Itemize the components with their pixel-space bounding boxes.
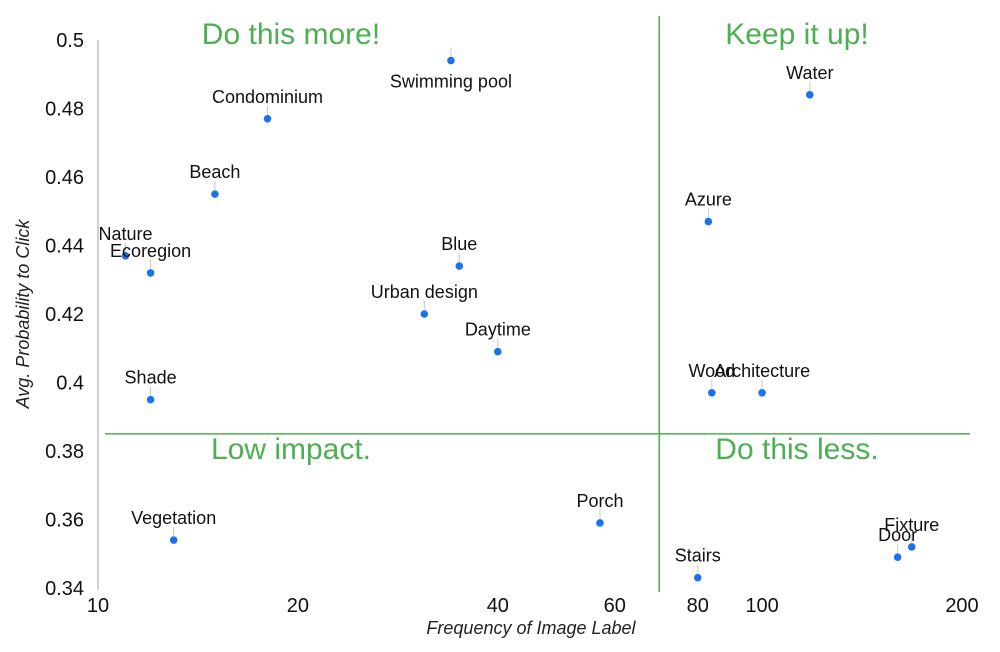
point-urban-design	[420, 310, 429, 318]
point-water	[806, 91, 814, 99]
point-swimming-pool	[447, 56, 455, 65]
point-stairs	[693, 573, 702, 582]
point-label-nature: Nature	[98, 224, 152, 244]
x-tick-label: 80	[687, 595, 709, 617]
point-condominium	[263, 114, 272, 123]
point-label-swimming-pool: Swimming pool	[390, 72, 512, 92]
y-tick-label: 0.36	[45, 510, 84, 532]
point-wood	[708, 388, 716, 397]
y-tick-label: 0.5	[56, 30, 84, 52]
quadrant-top-left-label: Do this more!	[202, 18, 380, 51]
point-label-fixture: Fixture	[884, 515, 939, 535]
point-label-ecoregion: Ecoregion	[110, 241, 191, 261]
point-label-urban-design: Urban design	[371, 282, 478, 302]
point-label-condominium: Condominium	[212, 87, 323, 107]
y-tick-label: 0.4	[56, 373, 84, 395]
y-tick-label: 0.34	[45, 578, 84, 600]
x-tick-label: 10	[87, 595, 109, 617]
point-label-stairs: Stairs	[675, 546, 721, 566]
point-label-porch: Porch	[576, 491, 623, 511]
point-azure	[704, 217, 713, 226]
x-tick-label: 200	[945, 595, 978, 617]
point-label-water: Water	[786, 63, 833, 83]
point-label-door: Door	[878, 525, 917, 545]
x-tick-label: 20	[287, 595, 309, 617]
point-porch	[596, 519, 604, 527]
x-axis-title: Frequency of Image Label	[426, 618, 636, 638]
point-label-architecture: Architecture	[714, 361, 810, 381]
y-tick-label: 0.42	[45, 304, 84, 326]
y-tick-label: 0.44	[45, 236, 84, 258]
point-blue	[455, 262, 464, 270]
point-door	[893, 553, 902, 561]
quadrant-bottom-left-label: Low impact.	[211, 433, 371, 466]
point-daytime	[494, 347, 502, 356]
y-tick-label: 0.48	[45, 99, 84, 121]
point-vegetation	[169, 536, 178, 544]
point-beach	[211, 190, 219, 198]
point-label-blue: Blue	[441, 234, 477, 254]
point-fixture	[907, 543, 916, 551]
point-label-beach: Beach	[189, 162, 240, 182]
y-tick-label: 0.46	[45, 167, 84, 189]
quadrant-top-right-label: Keep it up!	[725, 18, 868, 51]
x-tick-label: 40	[487, 595, 509, 617]
point-ecoregion	[146, 269, 155, 277]
point-architecture	[758, 388, 766, 397]
x-tick-label: 60	[604, 595, 626, 617]
y-axis-title: Avg. Probability to Click	[13, 219, 33, 410]
point-label-daytime: Daytime	[465, 320, 531, 340]
point-label-wood: Wood	[688, 361, 735, 381]
x-tick-label: 100	[745, 595, 778, 617]
y-tick-label: 0.38	[45, 441, 84, 463]
point-label-vegetation: Vegetation	[131, 508, 216, 528]
quadrant-bottom-right-label: Do this less.	[715, 433, 878, 466]
point-shade	[146, 395, 155, 404]
point-nature	[121, 251, 130, 260]
point-label-azure: Azure	[685, 190, 732, 210]
point-label-shade: Shade	[125, 368, 177, 388]
